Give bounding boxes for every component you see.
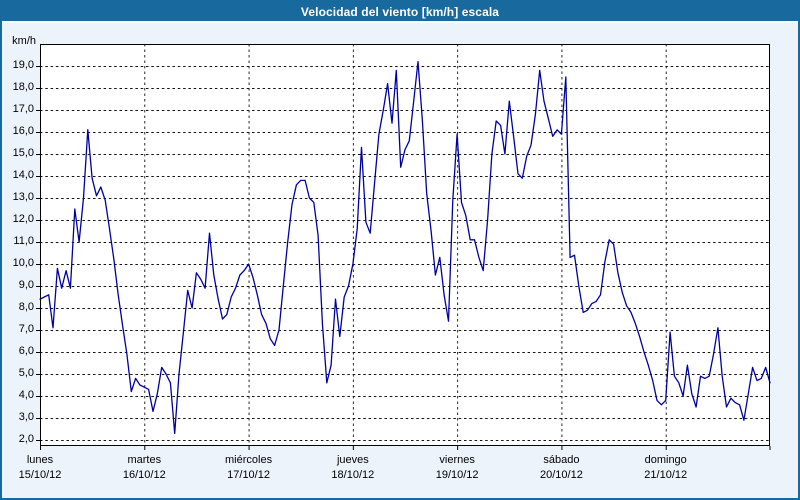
y-tick-label: 18,0 <box>12 81 34 93</box>
day-date: 17/10/12 <box>227 469 270 481</box>
y-tick-label: 14,0 <box>12 169 34 181</box>
x-day-label: miércoles 17/10/12 <box>225 453 272 483</box>
y-tick-label: 19,0 <box>12 59 34 71</box>
day-name: jueves <box>336 454 369 466</box>
y-tick-label: 11,0 <box>13 235 34 247</box>
plot-area-bg <box>40 44 770 446</box>
y-tick-label: 4,0 <box>18 389 34 401</box>
y-tick-label: 16,0 <box>12 125 34 137</box>
x-day-label: lunes 15/10/12 <box>19 453 62 483</box>
y-tick-label: 13,0 <box>12 191 34 203</box>
wind-speed-line <box>39 60 771 435</box>
plot-border <box>40 44 770 446</box>
day-name: miércoles <box>225 454 273 466</box>
y-tick-label: 12,0 <box>12 213 34 225</box>
chart-title: Velocidad del viento [km/h] escala <box>300 4 500 19</box>
y-tick-label: 17,0 <box>12 103 34 115</box>
day-date: 20/10/12 <box>540 469 583 481</box>
day-name: lunes <box>26 454 54 466</box>
day-date: 19/10/12 <box>435 469 479 481</box>
y-tick-label: 3,0 <box>18 411 34 423</box>
y-tick-label: 9,0 <box>18 279 34 291</box>
wind-speed-plot <box>36 44 771 450</box>
day-name: sábado <box>543 454 580 466</box>
x-day-label: viernes 19/10/12 <box>436 453 479 483</box>
day-name: martes <box>127 454 162 466</box>
day-date: 18/10/12 <box>331 469 375 481</box>
y-axis-unit-label: km/h <box>12 35 36 47</box>
title-divider <box>2 21 798 23</box>
y-tick-label: 10,0 <box>12 257 34 269</box>
y-tick-label: 2,0 <box>18 433 34 445</box>
x-day-label: domingo 21/10/12 <box>644 453 687 483</box>
x-day-label: sábado 20/10/12 <box>540 453 583 483</box>
y-tick-label: 5,0 <box>18 367 34 379</box>
y-tick-label: 7,0 <box>18 323 34 335</box>
x-day-label: martes 16/10/12 <box>123 453 166 483</box>
day-date: 15/10/12 <box>18 469 62 481</box>
y-tick-label: 6,0 <box>18 345 34 357</box>
x-day-label: jueves 18/10/12 <box>331 453 374 483</box>
day-name: domingo <box>644 454 687 466</box>
day-name: viernes <box>439 454 475 466</box>
day-date: 21/10/12 <box>644 469 688 481</box>
chart-title-bar: Velocidad del viento [km/h] escala <box>2 2 798 21</box>
y-tick-label: 15,0 <box>12 147 34 159</box>
y-tick-label: 8,0 <box>18 301 34 313</box>
wind-speed-chart <box>36 44 771 450</box>
day-date: 16/10/12 <box>122 469 166 481</box>
